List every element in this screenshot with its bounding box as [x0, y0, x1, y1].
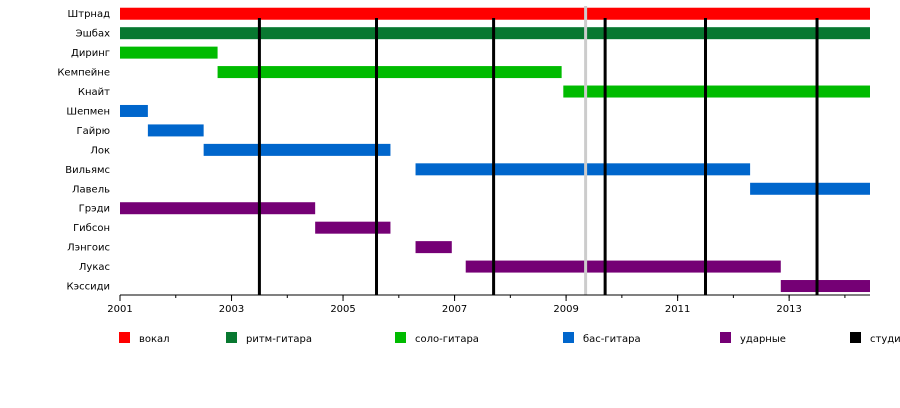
x-tick-label: 2007	[442, 304, 467, 315]
member-label: Лок	[90, 145, 110, 156]
x-tick-label: 2009	[553, 304, 578, 315]
studio-album-line	[492, 18, 496, 295]
member-bar	[217, 66, 562, 79]
gray-marker-line	[584, 6, 588, 295]
legend-label: студи	[870, 334, 900, 345]
member-bar	[203, 143, 391, 156]
member-label: Кнайт	[78, 87, 110, 98]
legend-label: ритм-гитара	[246, 334, 312, 345]
member-bar	[120, 7, 870, 20]
studio-album-line	[603, 18, 607, 295]
member-bar	[147, 124, 204, 137]
member-bar	[750, 182, 870, 195]
member-label: Диринг	[71, 48, 110, 59]
member-label: Вильямс	[65, 165, 110, 176]
member-label: Кемпейне	[57, 68, 110, 79]
studio-album-line	[257, 18, 261, 295]
legend-swatch	[563, 332, 574, 343]
member-bar	[415, 241, 452, 254]
member-bar	[780, 280, 870, 293]
member-label: Лавель	[72, 184, 110, 195]
member-label: Эшбах	[76, 29, 110, 40]
member-label: Кэссиди	[67, 282, 111, 293]
legend-label: вокал	[139, 334, 170, 345]
member-bar	[563, 85, 870, 98]
legend-swatch	[850, 332, 861, 343]
member-label: Лэнгоис	[67, 243, 110, 254]
member-bar	[120, 46, 218, 59]
x-tick-label: 2013	[776, 304, 801, 315]
member-label: Гайрю	[77, 126, 111, 137]
member-label: Шепмен	[66, 106, 110, 117]
studio-album-line	[815, 18, 819, 295]
studio-album-line	[704, 18, 708, 295]
legend-label: соло-гитара	[415, 334, 479, 345]
x-tick-label: 2003	[219, 304, 244, 315]
legend-label: бас-гитара	[583, 334, 641, 345]
member-bar	[415, 163, 751, 176]
member-label: Гибсон	[73, 223, 110, 234]
legend-swatch	[119, 332, 130, 343]
member-label: Грэди	[79, 204, 110, 215]
legend-label: ударные	[740, 334, 786, 345]
legend-swatch	[720, 332, 731, 343]
studio-album-line	[375, 18, 379, 295]
x-tick-label: 2011	[665, 304, 690, 315]
legend-swatch	[226, 332, 237, 343]
x-tick-label: 2005	[330, 304, 355, 315]
member-bar	[120, 104, 148, 117]
member-label: Штрнад	[68, 9, 111, 20]
x-tick-label: 2001	[107, 304, 132, 315]
member-bar	[120, 202, 316, 215]
member-bar	[315, 221, 391, 234]
member-label: Лукас	[79, 262, 110, 273]
member-bar	[465, 260, 781, 273]
legend-swatch	[395, 332, 406, 343]
